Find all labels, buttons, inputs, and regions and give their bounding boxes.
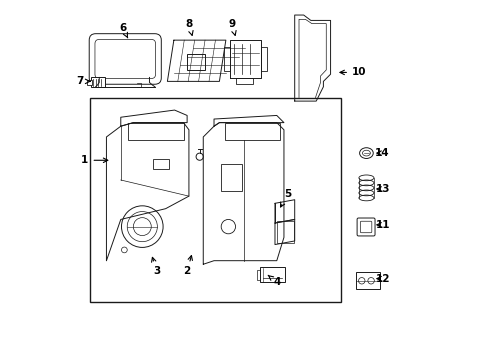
Bar bbox=[259, 267, 285, 282]
Text: 2: 2 bbox=[183, 256, 192, 276]
Text: 10: 10 bbox=[339, 67, 366, 77]
Text: 6: 6 bbox=[119, 23, 127, 38]
Bar bbox=[235, 78, 253, 84]
Bar bbox=[128, 123, 183, 140]
Bar bbox=[260, 47, 266, 71]
Bar bbox=[186, 54, 204, 70]
Text: 3: 3 bbox=[151, 257, 160, 276]
Text: 5: 5 bbox=[280, 189, 290, 207]
Text: 4: 4 bbox=[267, 275, 280, 287]
Bar bbox=[91, 77, 104, 87]
Bar bbox=[87, 80, 92, 85]
Text: 8: 8 bbox=[185, 19, 193, 35]
Bar bbox=[355, 272, 379, 289]
Text: 12: 12 bbox=[375, 274, 389, 284]
Bar bbox=[223, 47, 230, 71]
Bar bbox=[276, 221, 293, 243]
Bar bbox=[221, 164, 242, 191]
Text: 14: 14 bbox=[374, 148, 389, 158]
Text: 1: 1 bbox=[81, 155, 107, 165]
Text: 11: 11 bbox=[375, 220, 389, 230]
Bar bbox=[153, 159, 169, 169]
Bar bbox=[90, 98, 341, 302]
Text: 7: 7 bbox=[77, 76, 90, 86]
Text: 13: 13 bbox=[375, 184, 389, 194]
Bar bbox=[224, 123, 280, 140]
Text: 9: 9 bbox=[228, 19, 236, 35]
